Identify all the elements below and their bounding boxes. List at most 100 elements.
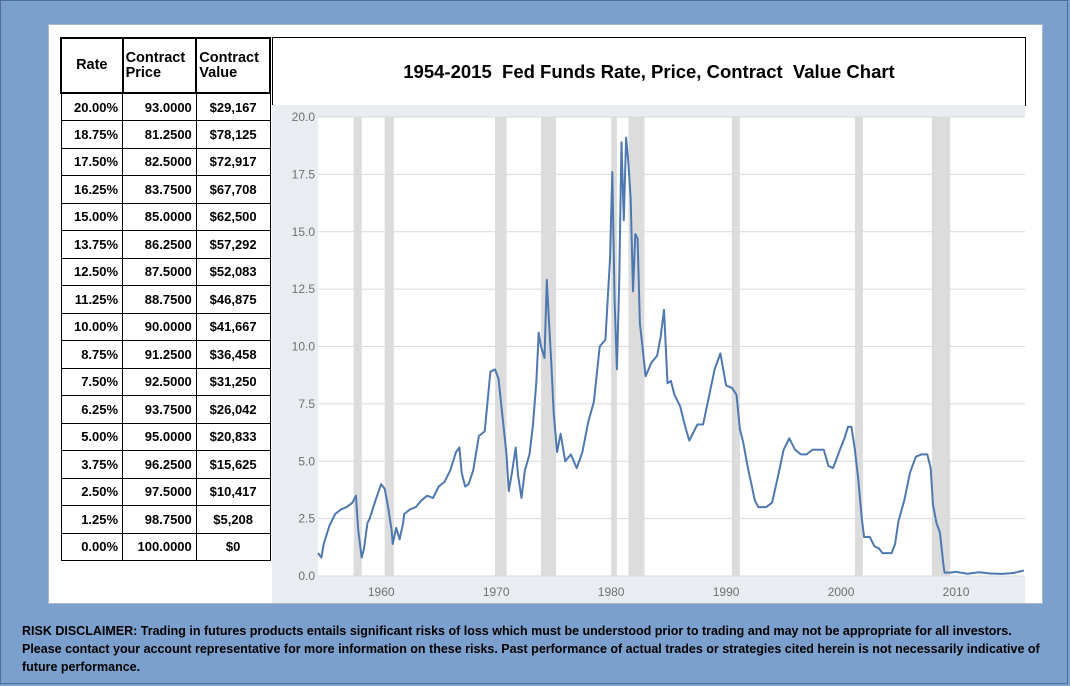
rate-cell: 6.25% <box>60 395 124 424</box>
table-row: 15.00% 85.0000 $62,500 <box>60 202 271 231</box>
value-header-line2: Value <box>199 64 238 81</box>
x-tick-label: 1990 <box>713 585 740 599</box>
table-header-row: Rate Contract Price Contract Value <box>60 37 271 94</box>
price-cell: 96.2500 <box>122 450 197 479</box>
price-header-line1: Contract <box>125 49 186 66</box>
value-cell: $10,417 <box>195 477 271 506</box>
x-tick-label: 1980 <box>598 585 625 599</box>
value-cell: $31,250 <box>195 367 271 396</box>
price-cell: 93.0000 <box>122 92 197 121</box>
rate-cell: 1.25% <box>60 505 124 534</box>
price-header-line2: Price <box>125 64 162 81</box>
rate-cell: 12.50% <box>60 257 124 286</box>
rate-price-value-table: Rate Contract Price Contract Value 20.00… <box>60 37 271 561</box>
value-cell: $29,167 <box>195 92 271 121</box>
price-cell: 98.7500 <box>122 505 197 534</box>
price-cell: 97.5000 <box>122 477 197 506</box>
value-cell: $41,667 <box>195 312 271 341</box>
table-row: 6.25% 93.7500 $26,042 <box>60 395 271 424</box>
table-row: 17.50% 82.5000 $72,917 <box>60 147 271 176</box>
value-cell: $52,083 <box>195 257 271 286</box>
price-cell: 91.2500 <box>122 340 197 369</box>
x-tick-label: 2010 <box>943 585 970 599</box>
table-row: 20.00% 93.0000 $29,167 <box>60 92 271 121</box>
chart-title: 1954-2015 Fed Funds Rate, Price, Contrac… <box>403 61 895 82</box>
table-row: 5.00% 95.0000 $20,833 <box>60 422 271 451</box>
table-row: 12.50% 87.5000 $52,083 <box>60 257 271 286</box>
table-row: 11.25% 88.7500 $46,875 <box>60 285 271 314</box>
y-tick-label: 20.0 <box>292 110 316 124</box>
rate-cell: 10.00% <box>60 312 124 341</box>
disclaimer-label: RISK DISCLAIMER: <box>22 624 138 638</box>
table-row: 0.00% 100.0000 $0 <box>60 532 271 561</box>
table-row: 1.25% 98.7500 $5,208 <box>60 505 271 534</box>
rate-cell: 11.25% <box>60 285 124 314</box>
price-cell: 83.7500 <box>122 175 197 204</box>
rate-cell: 5.00% <box>60 422 124 451</box>
price-cell: 90.0000 <box>122 312 197 341</box>
y-tick-label: 15.0 <box>292 225 316 239</box>
price-cell: 85.0000 <box>122 202 197 231</box>
rate-cell: 3.75% <box>60 450 124 479</box>
table-row: 13.75% 86.2500 $57,292 <box>60 230 271 259</box>
rate-cell: 15.00% <box>60 202 124 231</box>
value-cell: $72,917 <box>195 147 271 176</box>
x-tick-label: 1970 <box>483 585 510 599</box>
rate-cell: 8.75% <box>60 340 124 369</box>
value-cell: $57,292 <box>195 230 271 259</box>
price-cell: 95.0000 <box>122 422 197 451</box>
rate-cell: 13.75% <box>60 230 124 259</box>
table-row: 2.50% 97.5000 $10,417 <box>60 477 271 506</box>
risk-disclaimer: RISK DISCLAIMER: Trading in futures prod… <box>22 622 1052 676</box>
price-cell: 87.5000 <box>122 257 197 286</box>
value-cell: $15,625 <box>195 450 271 479</box>
rate-cell: 7.50% <box>60 367 124 396</box>
y-tick-label: 17.5 <box>292 167 316 181</box>
table-row: 7.50% 92.5000 $31,250 <box>60 367 271 396</box>
price-cell: 86.2500 <box>122 230 197 259</box>
rate-cell: 0.00% <box>60 532 124 561</box>
table-row: 3.75% 96.2500 $15,625 <box>60 450 271 479</box>
value-cell: $67,708 <box>195 175 271 204</box>
table-row: 10.00% 90.0000 $41,667 <box>60 312 271 341</box>
price-cell: 92.5000 <box>122 367 197 396</box>
y-tick-label: 12.5 <box>292 282 316 296</box>
rate-cell: 16.25% <box>60 175 124 204</box>
price-cell: 100.0000 <box>122 532 197 561</box>
y-tick-label: 0.0 <box>298 569 315 583</box>
y-tick-label: 5.0 <box>298 454 315 468</box>
rate-cell: 17.50% <box>60 147 124 176</box>
value-cell: $5,208 <box>195 505 271 534</box>
disclaimer-text: Trading in futures products entails sign… <box>22 624 1040 674</box>
value-cell: $62,500 <box>195 202 271 231</box>
value-cell: $46,875 <box>195 285 271 314</box>
x-tick-label: 1960 <box>368 585 395 599</box>
value-header-line1: Contract <box>199 49 259 66</box>
table-row: 18.75% 81.2500 $78,125 <box>60 120 271 149</box>
chart-title-box: 1954-2015 Fed Funds Rate, Price, Contrac… <box>272 37 1026 106</box>
value-column-header: Contract Value <box>195 37 271 94</box>
value-cell: $78,125 <box>195 120 271 149</box>
price-cell: 82.5000 <box>122 147 197 176</box>
value-cell: $26,042 <box>195 395 271 424</box>
table-body: 20.00% 93.0000 $29,167 18.75% 81.2500 $78,125… <box>60 92 271 561</box>
price-cell: 81.2500 <box>122 120 197 149</box>
x-tick-label: 2000 <box>828 585 855 599</box>
table-row: 16.25% 83.7500 $67,708 <box>60 175 271 204</box>
value-cell: $36,458 <box>195 340 271 369</box>
fed-funds-rate-line <box>317 136 1025 575</box>
rate-cell: 20.00% <box>60 92 124 121</box>
y-tick-label: 2.5 <box>298 512 315 526</box>
value-cell: $0 <box>195 532 271 561</box>
price-cell: 88.7500 <box>122 285 197 314</box>
value-cell: $20,833 <box>195 422 271 451</box>
table-row: 8.75% 91.2500 $36,458 <box>60 340 271 369</box>
y-tick-label: 7.5 <box>298 397 315 411</box>
price-cell: 93.7500 <box>122 395 197 424</box>
rate-column-header: Rate <box>60 37 124 94</box>
y-tick-label: 10.0 <box>292 340 316 354</box>
price-column-header: Contract Price <box>121 37 198 94</box>
rate-cell: 2.50% <box>60 477 124 506</box>
fed-funds-line-chart: 0.0 2.5 5.0 7.5 10.0 12.5 15.0 17.5 20.0 1960 1970… <box>292 110 1025 599</box>
